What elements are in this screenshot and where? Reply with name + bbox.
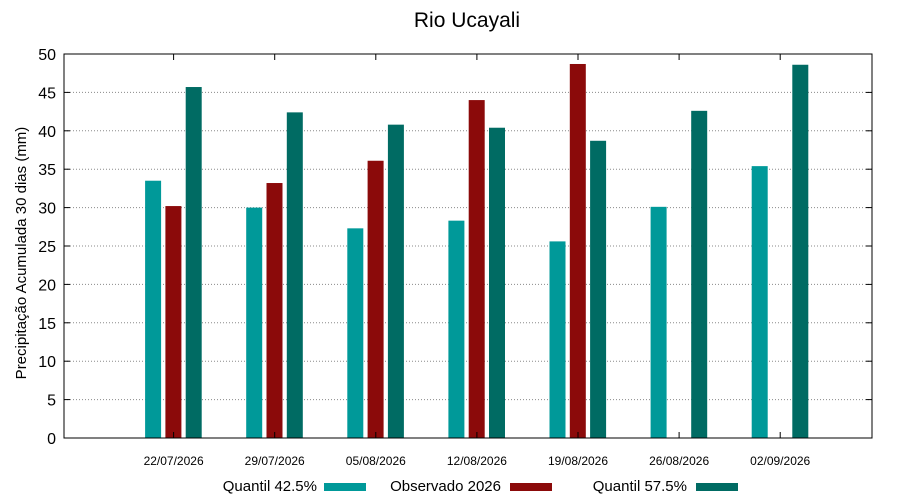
x-tick-label: 19/08/2026	[548, 454, 608, 468]
legend-swatch	[324, 483, 366, 491]
x-tick-label: 05/08/2026	[346, 454, 406, 468]
bar	[367, 160, 384, 438]
y-tick-label: 50	[38, 47, 56, 64]
bar	[569, 63, 586, 438]
bar	[751, 166, 768, 439]
legend-swatch	[510, 483, 552, 491]
y-tick-label: 25	[38, 239, 56, 256]
bar	[145, 180, 162, 438]
legend-swatch	[696, 483, 738, 491]
x-tick-label: 12/08/2026	[447, 454, 507, 468]
bar	[448, 220, 465, 438]
grid-layer	[64, 91, 872, 401]
bar	[468, 100, 485, 438]
y-tick-label: 10	[38, 354, 56, 371]
y-tick-label: 20	[38, 277, 56, 294]
y-tick-label: 40	[38, 124, 56, 141]
y-axis-label: Precipitação Acumulada 30 dias (mm)	[13, 127, 30, 380]
bar	[266, 183, 283, 438]
bar	[347, 228, 364, 438]
bar	[792, 64, 809, 438]
x-tick-label: 22/07/2026	[144, 454, 204, 468]
legend-label: Observado 2026	[390, 478, 501, 495]
y-tick-label: 30	[38, 201, 56, 218]
y-tick-label: 35	[38, 162, 56, 179]
bar	[489, 127, 505, 438]
legend: Quantil 42.5% Observado 2026 Quantil 57.5%	[223, 478, 738, 495]
y-tick-label: 45	[38, 85, 56, 102]
x-tick-label: 02/09/2026	[750, 454, 810, 468]
bar	[590, 140, 607, 438]
x-tick-label: 26/08/2026	[649, 454, 709, 468]
bar	[165, 206, 182, 438]
y-tick-label: 0	[47, 431, 56, 448]
x-tick-label: 29/07/2026	[245, 454, 305, 468]
bar	[185, 87, 202, 439]
plot-frame	[63, 53, 873, 439]
bar	[246, 207, 263, 438]
y-axis-ticks: 0 5 10 15 20 25 30 35 40 45 50	[38, 47, 872, 448]
bar	[691, 110, 708, 438]
y-tick-label: 15	[38, 316, 56, 333]
legend-label: Quantil 42.5%	[223, 478, 317, 495]
y-tick-label: 5	[47, 393, 56, 410]
bar	[387, 124, 404, 438]
bar	[549, 241, 566, 438]
x-axis-ticks: 22/07/2026 29/07/2026 05/08/2026 12/08/2026…	[144, 54, 811, 468]
bar	[286, 112, 303, 439]
chart-title: Rio Ucayali	[414, 9, 520, 32]
bars-layer	[145, 63, 809, 439]
legend-label: Quantil 57.5%	[593, 478, 687, 495]
bar	[650, 206, 667, 438]
